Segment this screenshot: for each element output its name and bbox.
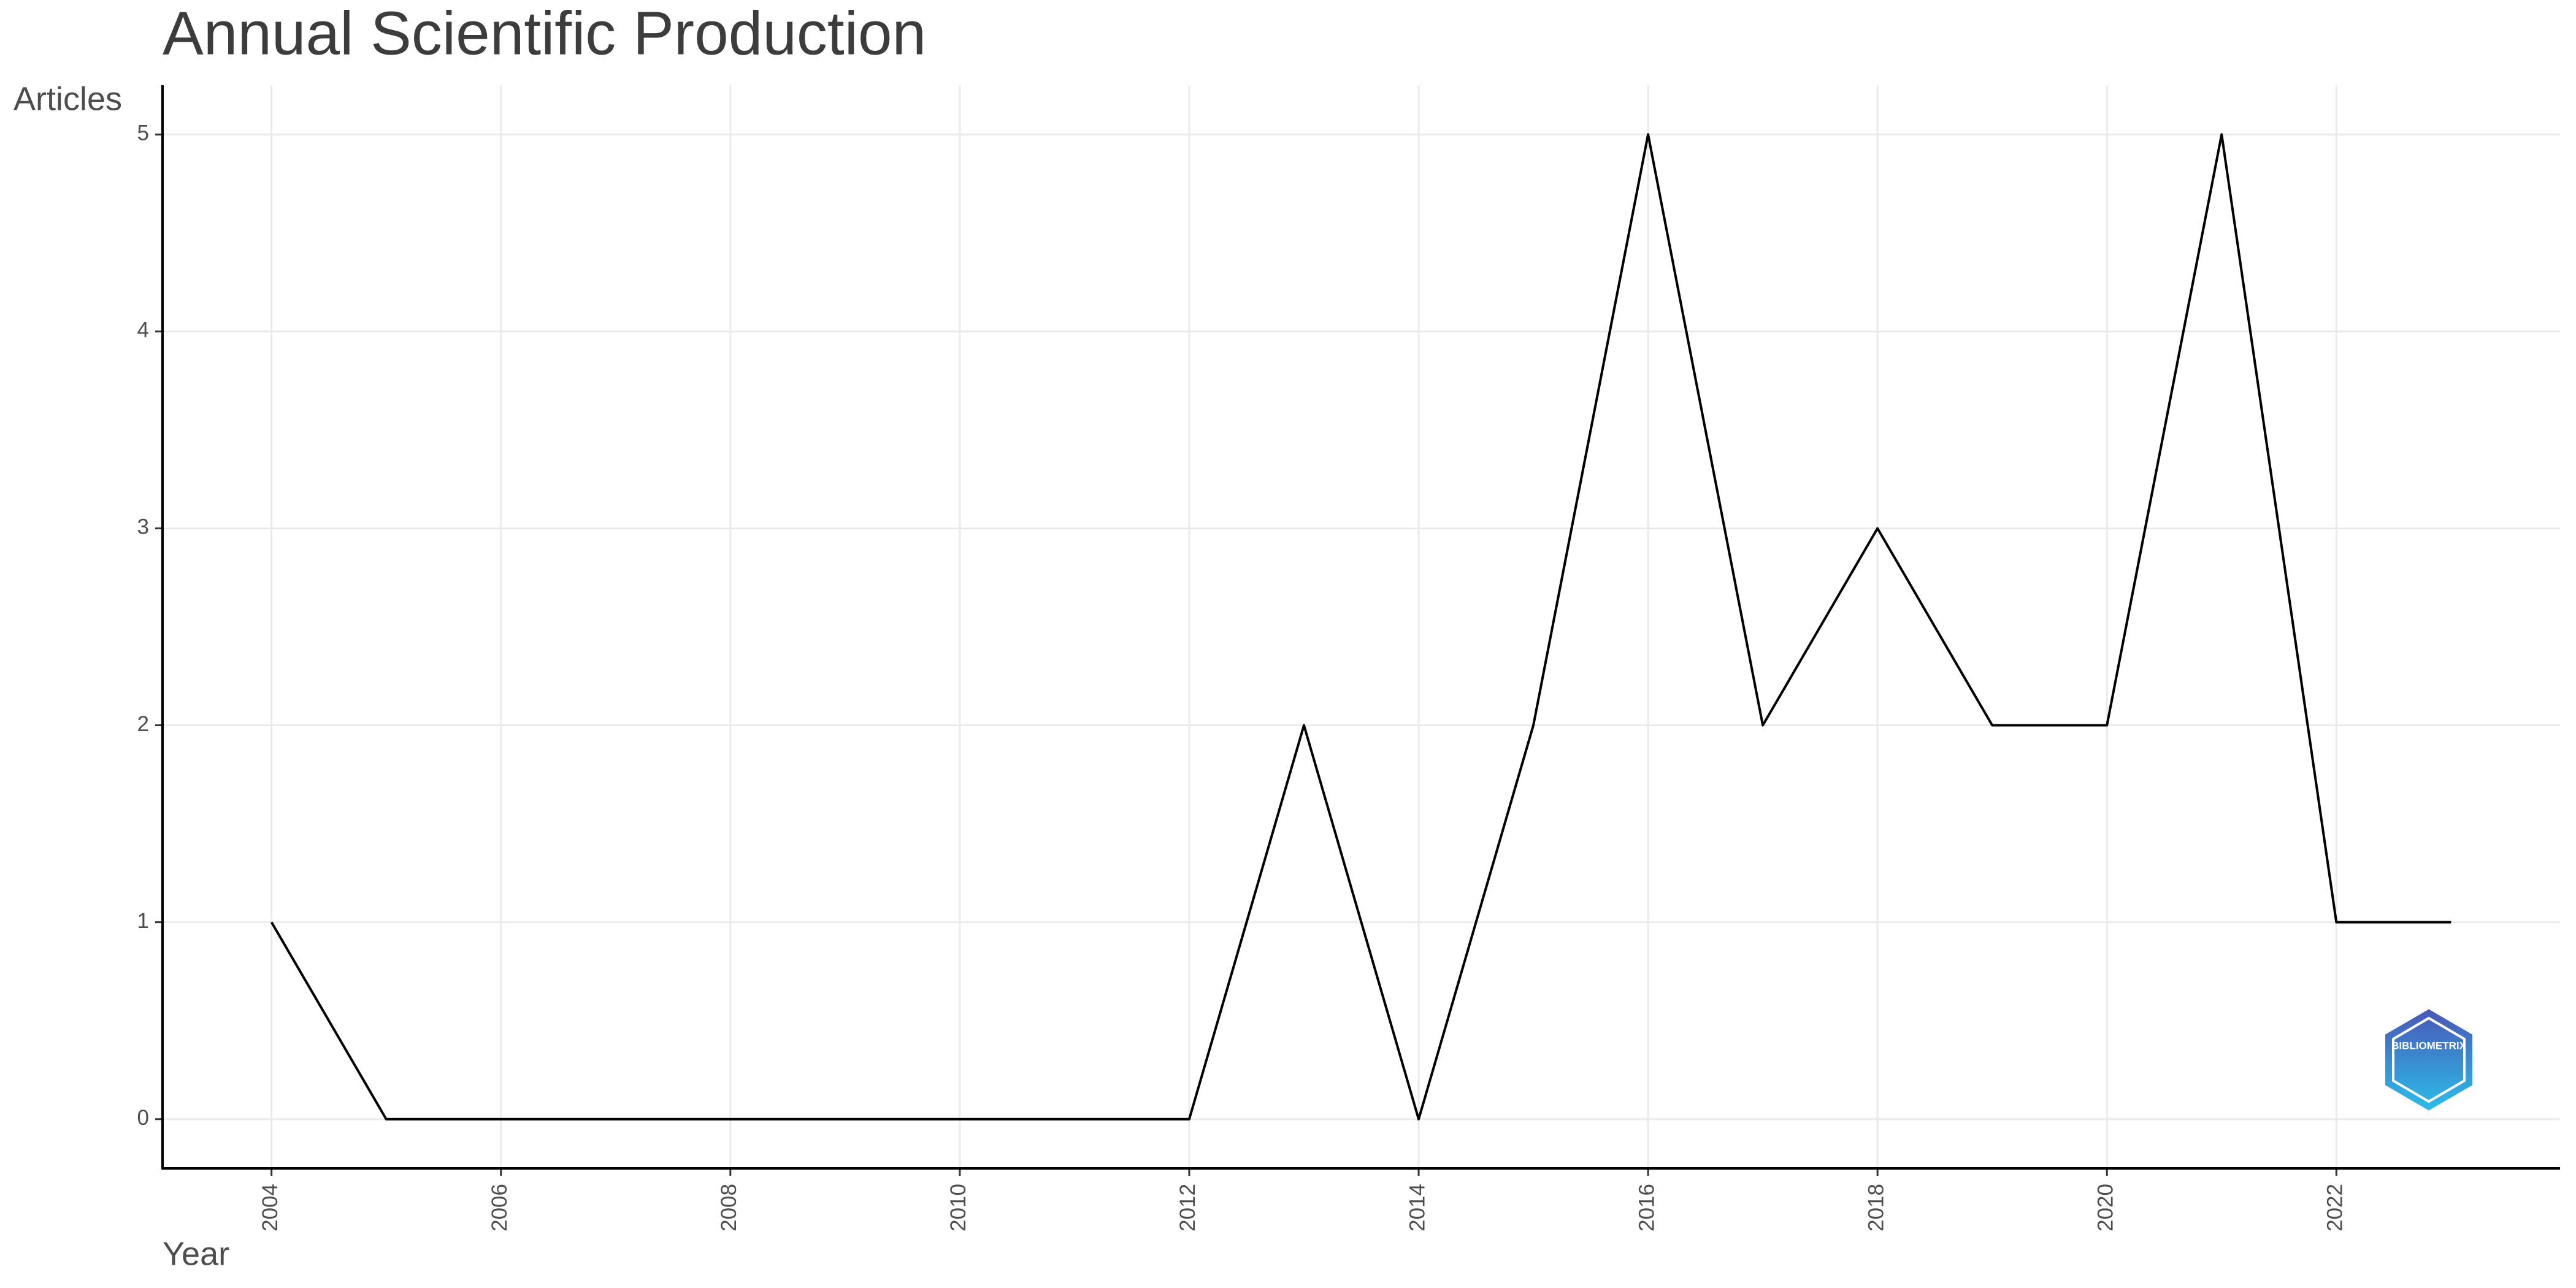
y-tick-label: 5 — [137, 121, 149, 145]
x-tick-label: 2004 — [258, 1184, 282, 1232]
y-tick-label: 2 — [137, 712, 149, 736]
x-tick-label: 2006 — [488, 1184, 512, 1232]
x-tick-label: 2008 — [717, 1184, 741, 1232]
y-tick-label: 3 — [137, 515, 149, 539]
x-tick-label: 2018 — [1864, 1184, 1888, 1232]
y-tick-label: 1 — [137, 909, 149, 933]
x-tick-label: 2022 — [2323, 1184, 2347, 1232]
grid — [163, 85, 2560, 1168]
y-tick-label: 4 — [137, 318, 149, 342]
y-axis-title: Articles — [13, 80, 122, 117]
x-tick-label: 2016 — [1635, 1184, 1658, 1232]
logo: BIBLIOMETRIX — [2382, 1005, 2476, 1115]
logo-hexagon — [2382, 1005, 2476, 1115]
logo-text: BIBLIOMETRIX — [2391, 1040, 2466, 1051]
chart-title: Annual Scientific Production — [163, 0, 926, 67]
x-tick-label: 2010 — [946, 1184, 970, 1232]
x-tick-label: 2020 — [2093, 1184, 2117, 1232]
y-tick-label: 0 — [137, 1106, 149, 1130]
data-line — [270, 133, 2451, 1121]
x-tick-label: 2014 — [1405, 1184, 1429, 1232]
x-axis-title: Year — [163, 1235, 229, 1272]
logo-inner — [2392, 1016, 2466, 1103]
x-tick-label: 2012 — [1176, 1184, 1200, 1232]
